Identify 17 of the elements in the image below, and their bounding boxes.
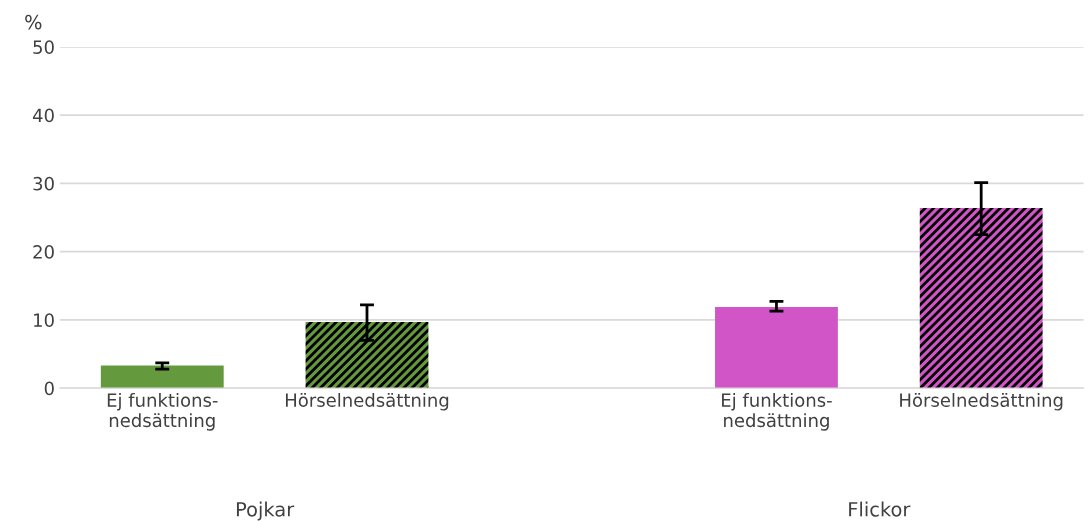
bar [100,365,224,389]
text: Flickor [849,501,911,517]
x-tick-label: Hörselnedsättning [900,393,1063,411]
y-tick-label: 40 [32,108,54,123]
x-tick-label: Ej funktions- nedsättning [107,393,218,431]
y-tick-label: 30 [33,176,54,191]
text: Pojkar [236,501,295,521]
y-tick-label: 0 [44,381,54,396]
y-axis-title: % [25,14,42,30]
x-tick-label: Hörselnedsättning [285,393,449,411]
bar [305,321,429,389]
bar [919,207,1043,389]
x-tick-label: Ej funktions- nedsättning [722,393,832,431]
y-tick-label: 50 [33,40,54,55]
bar [715,306,838,389]
y-tick-label: 20 [33,245,54,259]
y-tick-label: 10 [34,313,54,328]
